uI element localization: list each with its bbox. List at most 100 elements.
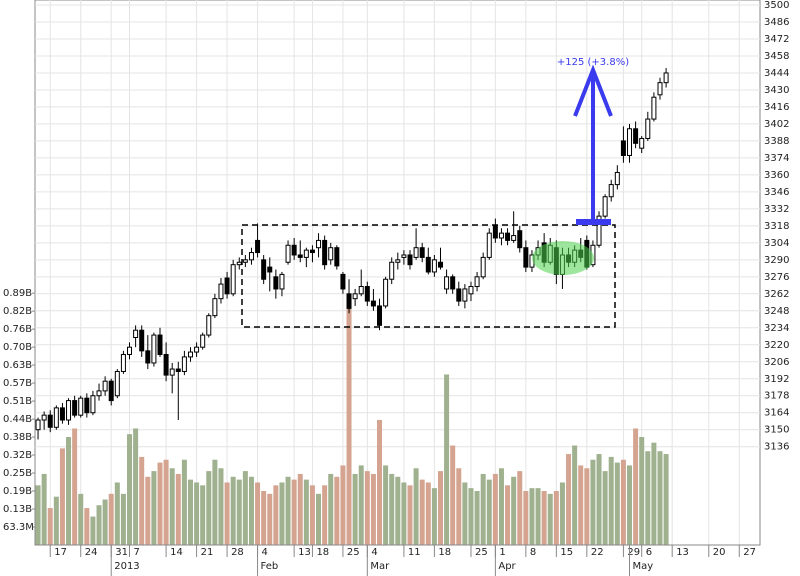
volume-bar (181, 459, 187, 545)
volume-bar (358, 465, 364, 545)
volume-bar (72, 428, 78, 545)
candle-body (303, 249, 309, 258)
volume-bar (151, 471, 157, 545)
volume-bar (309, 485, 315, 545)
y-tick-label: 3234 (764, 323, 789, 334)
candle-body (96, 390, 102, 397)
candle-body (291, 244, 297, 256)
candle-body (212, 298, 218, 317)
candle-body (389, 261, 395, 280)
y-tick-label: 3360 (764, 170, 789, 181)
candle-body (41, 414, 47, 421)
x-tick-label: 17 (54, 547, 67, 558)
x-tick-label: 22 (591, 547, 604, 558)
y-tick-label: 3304 (764, 238, 789, 249)
candle-body (486, 232, 492, 258)
x-tick-label: 14 (170, 547, 183, 558)
volume-bar (169, 468, 175, 545)
volume-bar (145, 476, 151, 545)
volume-bar (346, 300, 352, 545)
candle-body (328, 247, 334, 261)
candle-body (639, 137, 645, 149)
volume-bar (218, 468, 224, 545)
volume-bar (474, 491, 480, 545)
volume-bar (248, 476, 254, 545)
volume-bar (517, 471, 523, 545)
volume-bar (322, 485, 328, 545)
volume-bar (127, 434, 133, 545)
y-tick-label: 3500 (764, 0, 789, 11)
volume-bar (370, 473, 376, 545)
candle-body (450, 276, 456, 290)
volume-bar (291, 479, 297, 545)
volume-bar (590, 459, 596, 545)
volume-bar (529, 488, 535, 545)
volume-bar (614, 462, 620, 545)
volume-bar (285, 476, 291, 545)
volume-bar (261, 491, 267, 545)
candle-body (468, 286, 474, 295)
y-tick-label: 3136 (764, 442, 789, 453)
candle-body (297, 254, 303, 258)
candle-body (175, 368, 181, 372)
candle-body (248, 252, 254, 261)
candle-body (620, 140, 626, 156)
candle-body (224, 277, 230, 295)
candle-body (474, 276, 480, 288)
volume-bar (462, 482, 468, 545)
volume-bar (505, 485, 511, 545)
candle-body (108, 380, 114, 402)
candle-body (413, 247, 419, 258)
y-tick-label: 3416 (764, 102, 789, 113)
x-tick-label: 13 (298, 547, 311, 558)
candle-body (352, 293, 358, 300)
volume-bar (663, 454, 669, 545)
x-tick-label: 4 (262, 547, 268, 558)
volume-bar (480, 473, 486, 545)
volume-bar (511, 476, 517, 545)
volume-bar (206, 471, 212, 545)
annotation: +125 (+3.8%) (557, 57, 629, 68)
volume-bar (53, 496, 59, 545)
candle-body (444, 276, 450, 290)
x-tick-label: 31 (115, 547, 128, 558)
candle-body (200, 334, 206, 348)
volume-bar (492, 473, 498, 545)
candle-body (53, 407, 59, 428)
candle-body (187, 351, 193, 358)
y-tick-label: 3318 (764, 221, 789, 232)
volume-bar (200, 485, 206, 545)
volume-bar (212, 459, 218, 545)
candle-body (66, 400, 72, 421)
y-tick-label: 3150 (764, 425, 789, 436)
month-label: Feb (261, 561, 279, 572)
y-tick-label: 3388 (764, 136, 789, 147)
volume-bar (328, 473, 334, 545)
y-tick-label: 3332 (764, 204, 789, 215)
volume-bar (639, 437, 645, 545)
volume-bar (498, 468, 504, 545)
volume-bar (255, 482, 261, 545)
y2-tick-label: 0.25B (3, 468, 32, 479)
candle-body (627, 128, 633, 156)
x-tick-label: 28 (231, 547, 244, 558)
candle-body (614, 171, 620, 186)
x-tick-label: 29 (627, 547, 640, 558)
x-tick-label: 1 (499, 547, 505, 558)
y2-tick-label: 0.51B (3, 396, 32, 407)
y2-tick-label: 0.57B (3, 378, 32, 389)
y-tick-label: 3276 (764, 272, 789, 283)
volume-bar (437, 471, 443, 545)
x-tick-label: 4 (371, 547, 377, 558)
candle-body (334, 247, 340, 267)
volume-bar (645, 451, 651, 545)
candle-body (364, 286, 370, 302)
month-label: Mar (370, 561, 390, 572)
x-tick-label: 18 (438, 547, 451, 558)
volume-bar (486, 479, 492, 545)
volume-bar (102, 499, 108, 545)
y-tick-label: 3472 (764, 34, 789, 45)
volume-bar (377, 419, 383, 545)
y2-tick-label: 0.32B (3, 450, 32, 461)
y2-tick-label: 0.63B (3, 360, 32, 371)
